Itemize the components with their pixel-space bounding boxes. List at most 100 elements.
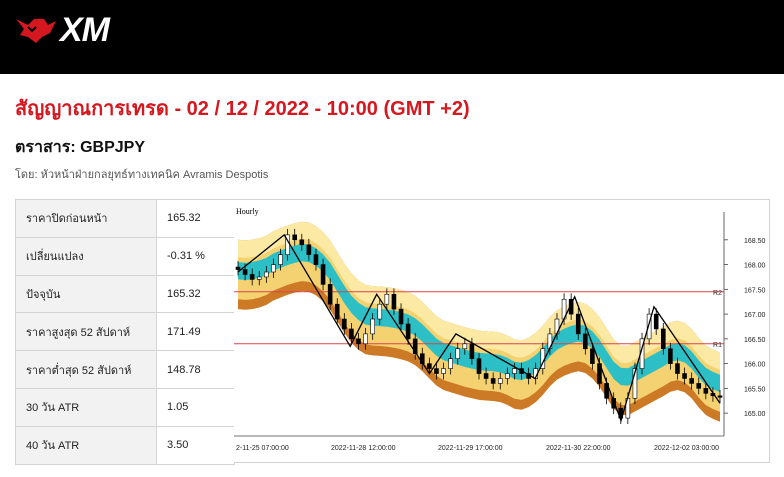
y-tick-label: 165.50 <box>744 386 766 393</box>
candle-body <box>271 264 276 273</box>
x-tick-label: 2-11-25 07:00:00 <box>236 445 289 452</box>
stat-label: ราคาปิดก่อนหน้า <box>15 199 157 238</box>
candle-body <box>412 338 418 355</box>
candle-body <box>611 397 616 409</box>
candle-body <box>249 274 255 280</box>
candle-body <box>660 328 666 350</box>
y-tick-label: 165.00 <box>744 411 766 418</box>
stat-value: 148.78 <box>156 350 235 389</box>
xm-bull-icon <box>16 19 56 43</box>
table-row: เปลี่ยนแปลง -0.31 % <box>15 236 235 276</box>
x-tick-label: 2022-11-30 22:00:00 <box>546 445 611 452</box>
candle-body <box>653 313 659 330</box>
stat-label: ราคาต่ำสุด 52 สัปดาห์ <box>15 350 157 389</box>
y-tick-label: 168.00 <box>744 263 766 270</box>
logo-text: XM <box>60 11 110 49</box>
candle-body <box>483 373 489 379</box>
timeframe-label: Hourly <box>236 207 259 216</box>
candle-body <box>646 313 652 340</box>
x-tick-label: 2022-11-29 17:00:00 <box>438 445 503 452</box>
y-tick-label: 167.50 <box>744 287 766 294</box>
stat-label: 40 วัน ATR <box>15 425 157 465</box>
stat-value: 3.50 <box>156 425 235 465</box>
y-tick-label: 166.50 <box>744 337 766 344</box>
candle-body <box>320 264 326 285</box>
table-row: ราคาปิดก่อนหน้า 165.32 <box>15 199 235 238</box>
candle-body <box>427 363 432 369</box>
candle-body <box>278 254 283 265</box>
candle-body <box>505 373 510 379</box>
stat-value: -0.31 % <box>156 236 235 276</box>
level-label-r1: R1 <box>713 342 722 349</box>
candle-body <box>434 368 439 374</box>
candle-body <box>256 276 262 280</box>
candle-body <box>356 338 361 345</box>
stat-value: 171.49 <box>156 312 235 352</box>
stats-table: ราคาปิดก่อนหน้า 165.32 เปลี่ยนแปลง -0.31… <box>15 199 235 465</box>
candle-body <box>363 333 368 345</box>
candle-body <box>327 284 333 305</box>
candle-body <box>384 293 390 305</box>
table-row: 30 วัน ATR 1.05 <box>15 387 235 427</box>
candle-body <box>292 234 298 241</box>
candle-body <box>306 244 312 255</box>
candle-body <box>490 378 496 384</box>
candle-body <box>689 378 694 384</box>
candle-body <box>703 388 709 394</box>
candle-body <box>455 348 461 359</box>
y-tick-label: 166.00 <box>744 362 766 369</box>
table-row: ราคาต่ำสุด 52 สัปดาห์ 148.78 <box>15 350 235 389</box>
y-tick-label: 168.50 <box>744 238 766 245</box>
stat-label: ปัจจุบัน <box>15 274 157 314</box>
candle-body <box>377 303 383 320</box>
instrument-heading: ตราสาร: GBPJPY <box>15 139 145 156</box>
table-row: 40 วัน ATR 3.50 <box>15 425 235 465</box>
candle-body <box>668 348 673 364</box>
table-row: ราคาสูงสุด 52 สัปดาห์ 171.49 <box>15 312 235 352</box>
candle-body <box>370 318 375 335</box>
candle-body <box>391 293 397 310</box>
candle-body <box>682 373 687 379</box>
candle-body <box>349 328 354 340</box>
candle-body <box>342 318 347 330</box>
candle-body <box>242 269 248 275</box>
candle-body <box>469 343 475 359</box>
zigzag-line <box>237 233 721 423</box>
candle-body <box>441 368 446 374</box>
candle-body <box>568 298 574 315</box>
candle-body <box>675 363 680 374</box>
candle-body <box>405 323 411 340</box>
candle-body <box>575 313 581 335</box>
author-byline: โดย: หัวหน้าฝ่ายกลยุทธ์ทางเทคนิค Avramis… <box>15 169 269 181</box>
stat-label: ราคาสูงสุด 52 สัปดาห์ <box>15 312 157 352</box>
price-chart: R2 R1 165.00 165.50 166.00 166.50 167.00 167.50… <box>234 199 770 463</box>
stat-value: 165.32 <box>156 199 235 238</box>
indicator-band-upper <box>238 221 720 370</box>
y-tick-label: 167.00 <box>744 312 766 319</box>
candle-body <box>696 383 702 389</box>
candle-body <box>717 395 723 398</box>
candle-body <box>632 368 638 399</box>
xm-logo[interactable]: XM <box>14 11 134 49</box>
price-chart-svg: R2 R1 165.00 165.50 166.00 166.50 167.00 167.50… <box>234 207 766 452</box>
candle-body <box>476 358 482 374</box>
stat-value: 1.05 <box>156 387 235 427</box>
candle-body <box>590 348 595 364</box>
table-row: ปัจจุบัน 165.32 <box>15 274 235 314</box>
candle-body <box>264 271 269 278</box>
candle-body <box>235 266 241 270</box>
candle-body <box>583 333 588 350</box>
candle-body <box>512 368 517 374</box>
x-tick-label: 2022-12-02 03:00:00 <box>654 445 719 452</box>
stat-label: 30 วัน ATR <box>15 387 157 427</box>
stat-value: 165.32 <box>156 274 235 314</box>
page-title: สัญญาณการเทรด - 02 / 12 / 2022 - 10:00 (… <box>15 98 470 120</box>
candle-body <box>462 343 468 350</box>
stat-label: เปลี่ยนแปลง <box>15 236 157 276</box>
x-tick-label: 2022-11-28 12:00:00 <box>331 445 396 452</box>
top-header-bar: XM <box>0 0 784 74</box>
candle-body <box>398 308 404 325</box>
candle-body <box>299 239 305 246</box>
indicator-band-teal <box>238 243 720 393</box>
candle-body <box>497 378 503 384</box>
